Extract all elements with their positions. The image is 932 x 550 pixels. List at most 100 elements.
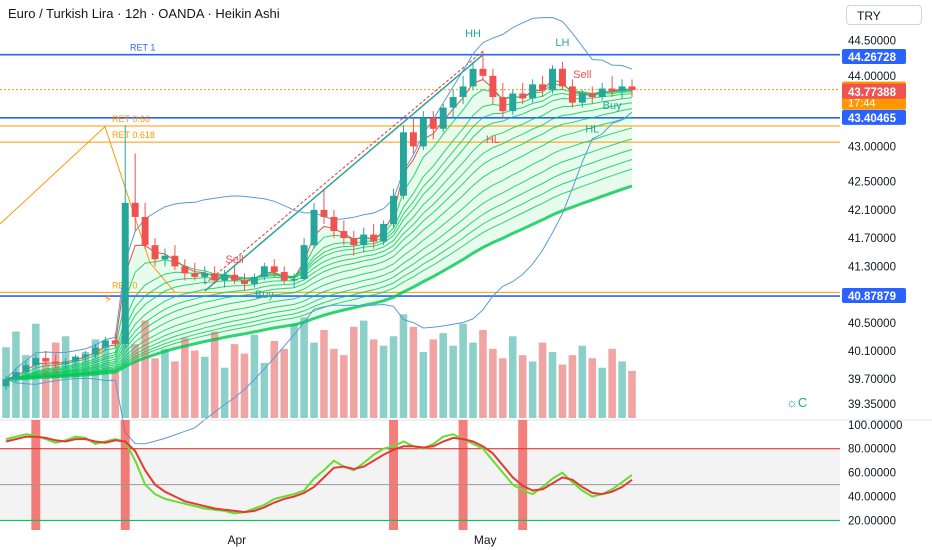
volume-bar xyxy=(628,370,636,418)
candle-body xyxy=(558,68,566,87)
candle-body xyxy=(320,209,328,217)
volume-bar xyxy=(499,358,507,418)
candle-body xyxy=(231,274,239,281)
volume-bar xyxy=(200,356,209,418)
candle-body xyxy=(181,266,189,274)
annotation-sell: Sell xyxy=(225,254,243,266)
ribbon-line-60 xyxy=(5,184,633,381)
ribbon-fill-layer xyxy=(6,79,632,380)
price-tag-bg xyxy=(842,288,906,304)
currency-selector[interactable]: TRY xyxy=(846,5,922,25)
price-tick-label: 42.10000 xyxy=(848,205,896,217)
candle-body xyxy=(449,97,457,108)
volume-bar xyxy=(399,314,408,418)
candle-body xyxy=(191,273,199,277)
candle-body xyxy=(489,75,497,98)
candle-body xyxy=(141,216,149,246)
candle-body xyxy=(201,273,209,277)
candle-body xyxy=(439,107,447,129)
candle-body xyxy=(469,68,477,87)
candle-body xyxy=(240,280,248,284)
time-tick-label: Apr xyxy=(227,533,246,547)
candle-body xyxy=(628,86,636,90)
volume-bar xyxy=(310,342,318,418)
volume-bar xyxy=(449,345,457,418)
price-tag-countdown: 17:44 xyxy=(848,98,876,110)
band-lower xyxy=(5,111,633,445)
volume-bar xyxy=(320,330,328,418)
price-tick-label: 41.30000 xyxy=(848,261,896,273)
volume-bar xyxy=(340,355,348,418)
annotation-hl: HL xyxy=(585,123,599,135)
osc-tick-label: 60.00000 xyxy=(848,468,896,480)
volume-bar xyxy=(41,363,50,418)
candle-body xyxy=(549,68,556,90)
candle-body xyxy=(409,132,417,147)
price-tag-value: 44.26728 xyxy=(848,52,897,64)
price-tick-label: 43.00000 xyxy=(848,141,896,153)
bollinger-band-layer xyxy=(5,16,633,445)
candle-body xyxy=(62,361,70,364)
volume-bar xyxy=(220,367,229,418)
annotation-sell: Sell xyxy=(573,69,591,81)
sun-clock-icon[interactable]: ☼C xyxy=(786,395,808,410)
volume-bar xyxy=(171,361,179,418)
volume-bar xyxy=(191,350,199,418)
ribbon-line-21 xyxy=(5,108,633,380)
volume-bar xyxy=(290,323,298,418)
fib-drawing-path xyxy=(0,125,176,293)
signal-band xyxy=(120,420,130,530)
volume-bar xyxy=(181,337,189,418)
candle-body xyxy=(578,93,586,103)
candle-body xyxy=(12,372,20,380)
volume-bar xyxy=(548,352,557,418)
candle-body xyxy=(568,86,576,103)
candle-body xyxy=(429,118,437,129)
candle-body xyxy=(390,195,398,224)
candle-body xyxy=(529,84,537,99)
candle-body xyxy=(598,88,606,98)
volume-bar xyxy=(608,348,616,418)
volume-bar xyxy=(270,341,279,418)
candle-body xyxy=(52,361,60,364)
candle-body xyxy=(300,245,308,280)
osc-tick-label: 40.00000 xyxy=(848,492,896,504)
candle-body xyxy=(310,209,318,246)
candle-body xyxy=(2,379,10,387)
volume-bar xyxy=(618,361,626,418)
volume-bar xyxy=(280,348,288,418)
volume-bar xyxy=(71,358,80,418)
annotation-buy: Buy xyxy=(255,289,274,301)
price-tick-label: 39.35000 xyxy=(848,399,896,411)
candle-body xyxy=(270,266,278,272)
price-tag-value: 40.87879 xyxy=(848,291,896,303)
volume-bar xyxy=(459,323,467,418)
volume-bar xyxy=(479,330,487,418)
volume-bar xyxy=(409,326,418,418)
volume-bar xyxy=(429,339,438,418)
volume-bar xyxy=(389,336,398,418)
candle-body xyxy=(32,358,40,366)
price-tag-value: 43.40465 xyxy=(848,113,897,125)
volume-bar xyxy=(369,339,378,418)
osc-tick-label: 80.00000 xyxy=(848,444,896,456)
volume-bar xyxy=(121,326,130,418)
volume-bar xyxy=(230,344,239,418)
chart-title: Euro / Turkish Lira · 12h · OANDA · Heik… xyxy=(8,6,280,21)
candle-body xyxy=(131,202,139,217)
ribbon-line-3 xyxy=(5,78,633,380)
time-axis[interactable]: Apr May xyxy=(227,533,496,547)
annotations-layer: HH LH HL HL Sell Sell Buy Buy ⚡ ⚡ xyxy=(96,28,622,360)
signal-band xyxy=(458,420,468,530)
lightning-icon: ⚡ xyxy=(104,292,112,306)
candle-body xyxy=(588,93,596,98)
volume-bar xyxy=(598,367,606,418)
candle-body xyxy=(121,202,129,344)
volume-bar xyxy=(22,355,30,418)
volume-bar xyxy=(111,370,120,418)
volume-bar xyxy=(151,358,159,418)
volume-bar xyxy=(161,348,169,418)
volume-bar xyxy=(330,348,338,418)
price-tag-bg xyxy=(842,48,906,64)
